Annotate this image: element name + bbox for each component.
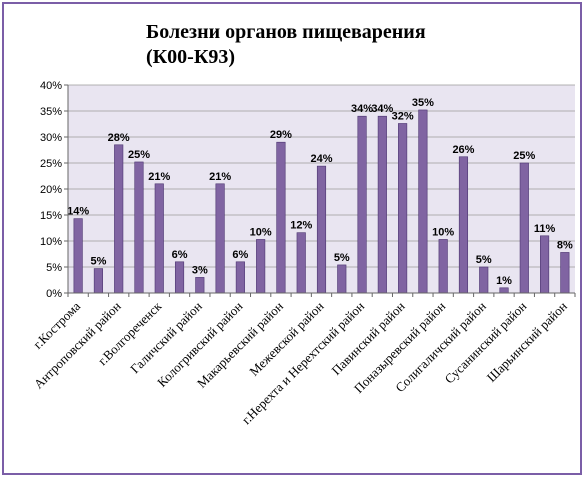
data-label: 3% <box>192 264 208 276</box>
bar <box>398 123 408 294</box>
data-label: 5% <box>90 256 106 268</box>
y-tick-label: 0% <box>46 288 62 300</box>
data-label: 28% <box>108 132 130 144</box>
bar <box>73 218 83 294</box>
data-label: 24% <box>310 153 332 165</box>
bar <box>276 141 286 294</box>
x-tick-label: Галичский район <box>127 298 205 376</box>
data-label: 21% <box>209 171 231 183</box>
bar <box>134 161 144 294</box>
bar <box>154 183 164 294</box>
data-label: 5% <box>334 252 350 264</box>
bar <box>479 266 489 294</box>
chart-title: Болезни органов пищеварения (К00-К93) <box>146 21 426 68</box>
bar <box>174 261 185 294</box>
data-label: 10% <box>432 226 454 238</box>
y-tick-label: 35% <box>40 106 62 118</box>
data-label: 35% <box>412 97 434 109</box>
bar <box>357 115 367 294</box>
y-tick-label: 20% <box>40 184 62 196</box>
data-label: 26% <box>452 144 474 156</box>
bar <box>540 235 550 294</box>
bar <box>377 115 387 294</box>
y-tick-label: 25% <box>40 158 62 170</box>
data-label: 25% <box>513 150 535 162</box>
x-tick-label: Межевской район <box>246 298 326 378</box>
bar <box>519 162 529 294</box>
bar <box>418 109 428 294</box>
data-label: 34% <box>351 103 373 115</box>
data-label: 34% <box>371 103 393 115</box>
data-label: 12% <box>290 220 312 232</box>
y-axis-ticks: 0% 5% 10% 15% 20% 25% 30% 35% 40% <box>40 80 68 300</box>
bar <box>215 183 225 294</box>
data-label: 6% <box>232 249 248 261</box>
data-label: 21% <box>148 171 170 183</box>
data-label: 29% <box>270 129 292 141</box>
data-label: 14% <box>67 206 89 218</box>
y-tick-label: 5% <box>46 262 62 274</box>
data-labels: 14%5%28%25%21%6%3%21%6%10%29%12%24%5%34%… <box>67 97 573 287</box>
data-label: 1% <box>496 275 512 287</box>
x-tick-label: Павинский район <box>328 298 407 377</box>
data-label: 6% <box>172 249 188 261</box>
bar <box>114 144 124 294</box>
bars <box>73 109 570 294</box>
bar <box>560 252 570 294</box>
bar <box>256 239 266 294</box>
bar <box>499 287 509 294</box>
y-tick-label: 15% <box>40 210 62 222</box>
data-label: 5% <box>476 254 492 266</box>
bar <box>296 232 306 294</box>
bar <box>337 264 347 294</box>
bar <box>316 165 327 294</box>
data-label: 32% <box>392 110 414 122</box>
y-tick-label: 30% <box>40 132 62 144</box>
data-label: 25% <box>128 149 150 161</box>
bar <box>235 261 245 294</box>
y-tick-label: 10% <box>40 236 62 248</box>
data-label: 10% <box>250 226 272 238</box>
bar <box>195 277 205 294</box>
bar <box>458 156 469 294</box>
bar <box>438 239 448 294</box>
data-label: 8% <box>557 239 573 251</box>
data-label: 11% <box>534 223 556 235</box>
y-tick-label: 40% <box>40 80 62 92</box>
bar <box>93 268 103 294</box>
